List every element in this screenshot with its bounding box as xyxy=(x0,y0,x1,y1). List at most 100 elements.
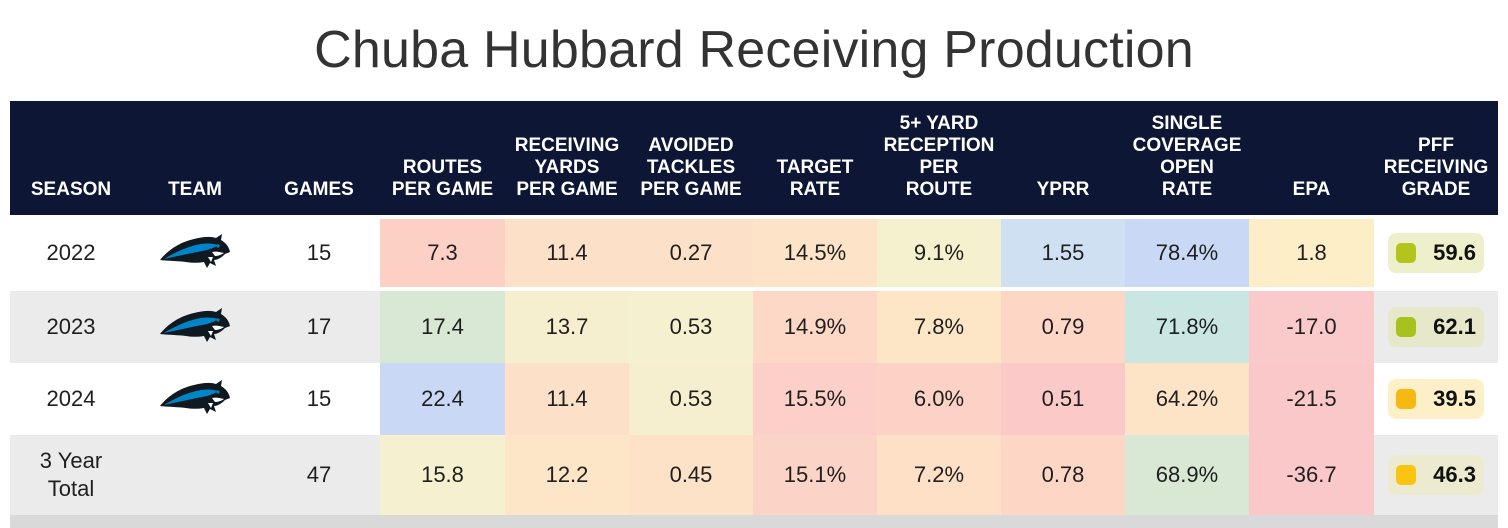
header-line: PER GAME xyxy=(640,179,742,200)
metric-value: 11.4 xyxy=(505,219,629,287)
cell-single-coverage-open-rate: 71.8% xyxy=(1125,291,1249,363)
cell-avoided-tackles-per-game: 0.27 xyxy=(629,215,753,291)
grade-value: 46.3 xyxy=(1433,462,1476,487)
grade-badge: 59.6 xyxy=(1388,233,1484,273)
header-routes-per-game: ROUTES PER GAME xyxy=(380,101,505,215)
grade-color-indicator xyxy=(1396,389,1416,409)
metric-value: 6.0% xyxy=(877,363,1001,435)
metric-value: 22.4 xyxy=(380,363,505,435)
metric-value: 78.4% xyxy=(1125,219,1249,287)
header-single-coverage-open-rate: SINGLE COVERAGE OPEN RATE xyxy=(1125,101,1249,215)
header-season: SEASON xyxy=(10,101,132,215)
metric-value: -36.7 xyxy=(1249,435,1374,515)
header-line: TACKLES xyxy=(646,157,736,178)
metric-value: 71.8% xyxy=(1125,291,1249,363)
cell-yprr: 0.78 xyxy=(1001,435,1125,515)
header-pff-receiving-grade: PFF RECEIVING GRADE xyxy=(1374,101,1498,215)
cell-team xyxy=(132,215,258,291)
season-label-line: Total xyxy=(47,476,95,501)
cell-games: 17 xyxy=(258,291,380,363)
header-line: RECEIVING xyxy=(1383,157,1489,178)
panther-icon xyxy=(160,380,230,414)
cell-pff-grade: 39.5 xyxy=(1374,363,1498,435)
cell-receiving-yards-per-game: 12.2 xyxy=(505,435,629,515)
cell-target-rate: 15.1% xyxy=(753,435,877,515)
cell-pff-grade: 59.6 xyxy=(1374,215,1498,291)
cell-team xyxy=(132,435,258,515)
metric-value: 64.2% xyxy=(1125,363,1249,435)
cell-five-plus-yard-reception-per-route: 7.2% xyxy=(877,435,1001,515)
metric-value: 0.78 xyxy=(1001,435,1125,515)
cell-five-plus-yard-reception-per-route: 9.1% xyxy=(877,215,1001,291)
metric-value: 1.55 xyxy=(1001,219,1125,287)
header-line: PER xyxy=(919,157,959,178)
metric-value: -17.0 xyxy=(1249,291,1374,363)
header-line: SEASON xyxy=(30,179,112,200)
metric-value: 12.2 xyxy=(505,435,629,515)
cell-season: 3 Year Total xyxy=(10,435,132,515)
header-line: RECEPTION xyxy=(883,135,995,156)
cell-pff-grade: 62.1 xyxy=(1374,291,1498,363)
metric-value: 0.53 xyxy=(629,291,753,363)
metric-value: 0.45 xyxy=(629,435,753,515)
cell-receiving-yards-per-game: 11.4 xyxy=(505,363,629,435)
header-line: AVOIDED xyxy=(648,135,734,156)
cell-epa: 1.8 xyxy=(1249,215,1374,291)
metric-value: 68.9% xyxy=(1125,435,1249,515)
header-games: GAMES xyxy=(258,101,380,215)
cell-single-coverage-open-rate: 64.2% xyxy=(1125,363,1249,435)
metric-value: 7.8% xyxy=(877,291,1001,363)
header-line: RATE xyxy=(1161,179,1213,200)
cell-five-plus-yard-reception-per-route: 7.8% xyxy=(877,291,1001,363)
stats-table: SEASON TEAM GAMES ROUTES PER GAME RECEIVING YA… xyxy=(10,101,1498,515)
grade-value: 39.5 xyxy=(1433,386,1476,411)
header-line: GRADE xyxy=(1401,179,1471,200)
metric-value: 0.53 xyxy=(629,363,753,435)
cell-routes-per-game: 7.3 xyxy=(380,215,505,291)
cell-target-rate: 14.9% xyxy=(753,291,877,363)
header-team: TEAM xyxy=(132,101,258,215)
cell-receiving-yards-per-game: 13.7 xyxy=(505,291,629,363)
cell-games: 15 xyxy=(258,363,380,435)
cell-season: 2022 xyxy=(10,215,132,291)
header-line: TEAM xyxy=(168,179,222,200)
grade-value: 62.1 xyxy=(1433,314,1476,339)
page-title: Chuba Hubbard Receiving Production xyxy=(314,21,1194,79)
cell-avoided-tackles-per-game: 0.53 xyxy=(629,291,753,363)
panther-icon xyxy=(160,308,230,342)
header-yprr: YPRR xyxy=(1001,101,1125,215)
grade-badge: 46.3 xyxy=(1388,455,1484,495)
header-line: ROUTES xyxy=(402,157,483,178)
header-line: OPEN xyxy=(1160,157,1214,178)
header-line: 5+ YARD xyxy=(899,113,979,134)
header-line: YARDS xyxy=(534,157,600,178)
cell-routes-per-game: 22.4 xyxy=(380,363,505,435)
table-bottom-strip xyxy=(10,515,1498,528)
header-epa: EPA xyxy=(1249,101,1374,215)
metric-value: 15.1% xyxy=(753,435,877,515)
cell-five-plus-yard-reception-per-route: 6.0% xyxy=(877,363,1001,435)
cell-season: 2023 xyxy=(10,291,132,363)
metric-value: 1.8 xyxy=(1249,219,1374,287)
grade-color-indicator xyxy=(1396,243,1416,263)
metric-value: 11.4 xyxy=(505,363,629,435)
cell-epa: -36.7 xyxy=(1249,435,1374,515)
cell-team xyxy=(132,291,258,363)
cell-epa: -21.5 xyxy=(1249,363,1374,435)
header-line: YPRR xyxy=(1036,179,1090,200)
grade-value: 59.6 xyxy=(1433,240,1476,265)
metric-value: 7.2% xyxy=(877,435,1001,515)
grade-color-indicator xyxy=(1396,465,1416,485)
metric-value: -21.5 xyxy=(1249,363,1374,435)
cell-routes-per-game: 17.4 xyxy=(380,291,505,363)
grade-color-indicator xyxy=(1396,317,1416,337)
header-line: COVERAGE xyxy=(1132,135,1242,156)
season-label-line: 3 Year xyxy=(39,448,103,473)
metric-value: 7.3 xyxy=(380,219,505,287)
cell-target-rate: 15.5% xyxy=(753,363,877,435)
season-label: 3 Year Total xyxy=(40,447,102,503)
cell-yprr: 0.51 xyxy=(1001,363,1125,435)
cell-team xyxy=(132,363,258,435)
metric-value: 15.8 xyxy=(380,435,505,515)
cell-avoided-tackles-per-game: 0.45 xyxy=(629,435,753,515)
